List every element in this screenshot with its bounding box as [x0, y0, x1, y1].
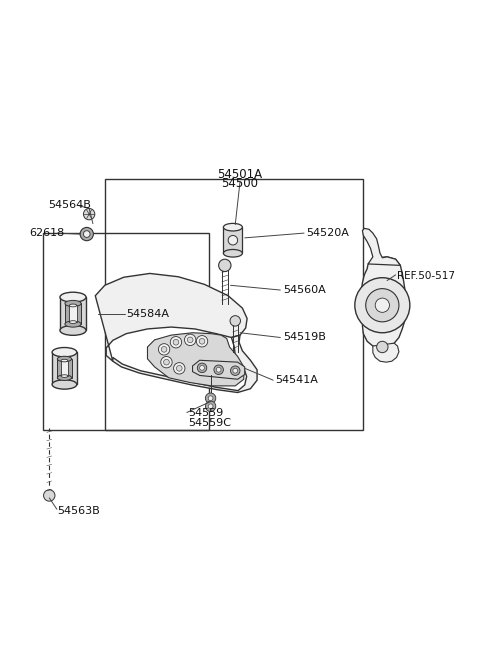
Circle shape — [80, 228, 94, 241]
Circle shape — [230, 316, 240, 326]
Polygon shape — [373, 343, 399, 362]
Polygon shape — [96, 274, 247, 361]
Ellipse shape — [57, 375, 72, 380]
Circle shape — [187, 337, 193, 342]
Text: 54564B: 54564B — [48, 199, 91, 210]
Circle shape — [161, 356, 172, 368]
Circle shape — [205, 401, 216, 411]
Ellipse shape — [65, 300, 81, 306]
Circle shape — [170, 337, 181, 348]
Text: REF.50-517: REF.50-517 — [396, 271, 455, 281]
Bar — [223, 227, 242, 253]
Ellipse shape — [52, 380, 77, 389]
Circle shape — [197, 363, 207, 373]
Text: 54559C: 54559C — [188, 418, 231, 428]
Circle shape — [208, 396, 213, 401]
Circle shape — [161, 346, 167, 352]
Circle shape — [214, 365, 223, 375]
Circle shape — [375, 298, 389, 312]
Circle shape — [196, 336, 208, 347]
Text: 54541A: 54541A — [276, 375, 318, 385]
Circle shape — [199, 338, 205, 344]
Circle shape — [164, 359, 169, 365]
Text: 54584A: 54584A — [126, 309, 169, 319]
Bar — [69, 306, 77, 322]
Circle shape — [173, 339, 179, 345]
Ellipse shape — [60, 325, 86, 335]
Circle shape — [355, 277, 410, 333]
Ellipse shape — [69, 304, 77, 307]
Bar — [52, 352, 77, 384]
Ellipse shape — [52, 348, 77, 357]
Circle shape — [230, 366, 240, 375]
Text: 54500: 54500 — [221, 177, 259, 190]
Circle shape — [84, 209, 95, 220]
Text: 62618: 62618 — [29, 228, 64, 238]
Ellipse shape — [223, 224, 242, 231]
Text: 54519B: 54519B — [283, 333, 325, 342]
Circle shape — [44, 490, 55, 501]
Circle shape — [377, 341, 388, 353]
Circle shape — [174, 363, 185, 374]
Ellipse shape — [228, 236, 238, 245]
Text: 54559: 54559 — [188, 409, 223, 419]
Circle shape — [200, 365, 204, 370]
Ellipse shape — [65, 321, 81, 327]
Polygon shape — [113, 335, 257, 392]
Text: 54563B: 54563B — [57, 506, 100, 516]
Text: 54520A: 54520A — [306, 228, 349, 238]
Polygon shape — [361, 257, 405, 348]
Circle shape — [233, 368, 238, 373]
Ellipse shape — [223, 249, 242, 257]
Polygon shape — [192, 360, 245, 379]
Bar — [105, 178, 363, 430]
Circle shape — [208, 404, 213, 409]
Circle shape — [158, 344, 170, 355]
Bar — [61, 361, 68, 376]
Bar — [60, 297, 86, 331]
Bar — [57, 359, 72, 378]
Circle shape — [205, 393, 216, 403]
Circle shape — [366, 289, 399, 322]
Circle shape — [177, 365, 182, 371]
Text: 54501A: 54501A — [217, 168, 263, 181]
Ellipse shape — [57, 356, 72, 361]
Circle shape — [216, 367, 221, 372]
Ellipse shape — [60, 292, 86, 302]
Polygon shape — [147, 333, 244, 386]
Bar — [43, 233, 209, 430]
Circle shape — [184, 334, 196, 346]
Ellipse shape — [61, 359, 68, 362]
Circle shape — [84, 231, 90, 237]
Polygon shape — [362, 228, 400, 266]
Bar — [65, 304, 81, 324]
Circle shape — [219, 259, 231, 272]
Ellipse shape — [61, 375, 68, 377]
Ellipse shape — [69, 321, 77, 323]
Text: 54560A: 54560A — [283, 285, 325, 295]
